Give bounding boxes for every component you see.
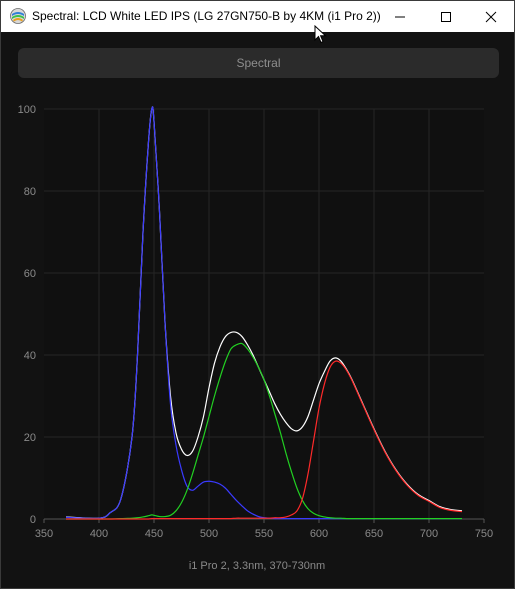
x-tick-label: 550 [255, 528, 273, 540]
x-tick-label: 450 [145, 528, 163, 540]
x-tick-label: 500 [200, 528, 218, 540]
y-tick-label: 100 [18, 104, 36, 116]
y-tick-label: 0 [30, 514, 36, 526]
close-button[interactable] [468, 1, 514, 32]
spectral-mode-button[interactable]: Spectral [18, 48, 499, 78]
x-tick-labels: 350 400 450 500 550 600 650 700 750 [35, 528, 493, 540]
title-bar[interactable]: Spectral: LCD White LED IPS (LG 27GN750-… [1, 1, 514, 32]
y-tick-label: 60 [24, 268, 36, 280]
x-tick-label: 600 [310, 528, 328, 540]
x-tick-label: 700 [420, 528, 438, 540]
series-lines [65, 106, 463, 520]
y-tick-labels: 0 20 40 60 80 100 [18, 104, 36, 526]
x-tick-label: 750 [475, 528, 493, 540]
y-tick-label: 40 [24, 350, 36, 362]
series-line-3 [65, 360, 463, 520]
spectral-app-icon [10, 8, 26, 24]
maximize-icon [441, 11, 451, 22]
minimize-button[interactable] [377, 1, 423, 32]
close-icon [485, 11, 497, 22]
x-tick-label: 400 [90, 528, 108, 540]
x-tick-label: 650 [365, 528, 383, 540]
x-axis-label: i1 Pro 2, 3.3nm, 370-730nm [189, 560, 325, 572]
maximize-button[interactable] [423, 1, 469, 32]
x-tick-label: 350 [35, 528, 53, 540]
window-content: Spectral 350 400 450 500 550 600 650 700 750 0 20… [1, 32, 514, 588]
y-tick-label: 20 [24, 432, 36, 444]
y-tick-label: 80 [24, 186, 36, 198]
spectral-chart: 350 400 450 500 550 600 650 700 750 0 20 40 60 80 100… [18, 104, 494, 572]
grid-lines [44, 108, 484, 519]
window-title: Spectral: LCD White LED IPS (LG 27GN750-… [32, 9, 381, 23]
mouse-cursor-icon [314, 25, 327, 44]
minimize-icon [395, 16, 405, 17]
series-line-2 [65, 342, 462, 520]
